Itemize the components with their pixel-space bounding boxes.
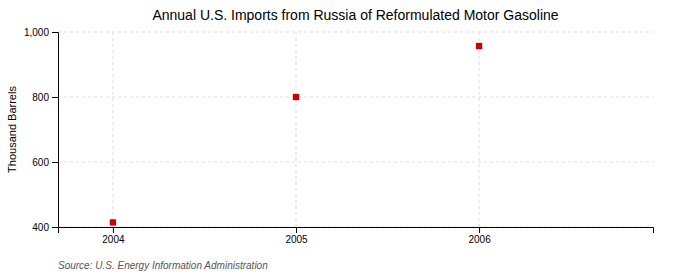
x-axis: 2004 2005 2006	[59, 227, 654, 245]
point	[293, 94, 299, 100]
grid-line-x	[112, 32, 113, 227]
grid-line-y	[58, 32, 653, 33]
axis-line	[52, 33, 59, 228]
point	[110, 219, 116, 225]
tick: 2006	[468, 227, 491, 245]
tick: 800	[32, 92, 58, 103]
tick-mark	[52, 97, 58, 98]
tick: 2004	[102, 227, 125, 245]
grid-line-y	[58, 162, 653, 163]
tick-mark	[52, 32, 58, 33]
y-axis-label: Thousand Barrels	[6, 86, 18, 173]
grid-line-x	[296, 32, 297, 227]
tick-label: 1,000	[24, 27, 49, 38]
source-note: Source: U.S. Energy Information Administ…	[58, 260, 268, 271]
point	[476, 43, 482, 49]
tick-label: 2005	[285, 234, 308, 245]
tick-label: 2006	[468, 234, 491, 245]
tick: 400	[32, 222, 58, 233]
tick: 1,000	[24, 27, 58, 38]
grid-line-y	[58, 97, 653, 98]
grid-line-x	[479, 32, 480, 227]
tick-label: 600	[32, 157, 49, 168]
y-axis: 400 600 800 1,000	[24, 27, 59, 233]
tick-mark	[296, 227, 297, 233]
tick: 2005	[285, 227, 308, 245]
plot-area: 2004 2005 2006 400 600 800 1,000	[24, 27, 654, 245]
tick-mark	[52, 162, 58, 163]
tick-label: 800	[32, 92, 49, 103]
tick-mark	[479, 227, 480, 233]
grid	[58, 32, 653, 227]
tick-label: 2004	[102, 234, 125, 245]
tick: 600	[32, 157, 58, 168]
tick-mark	[52, 227, 58, 228]
title: Annual U.S. Imports from Russia of Refor…	[152, 7, 558, 23]
tick-mark	[113, 227, 114, 233]
axis-line	[59, 228, 654, 234]
tick-label: 400	[32, 222, 49, 233]
chart: 2004 2005 2006 400 600 800 1,000 Annual U.S. Im…	[0, 0, 675, 275]
marks	[110, 43, 482, 226]
chart-container: 2004 2005 2006 400 600 800 1,000 Annual U.S. Im…	[0, 0, 675, 275]
